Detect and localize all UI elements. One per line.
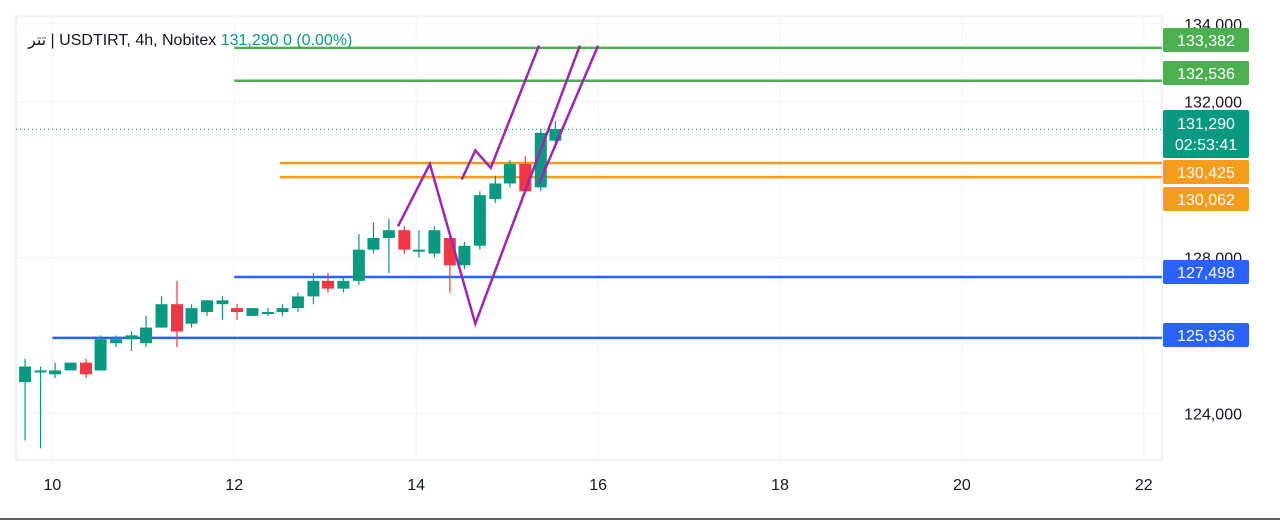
price-label-zone-top: 130,425 xyxy=(1177,165,1235,182)
price-label-box-resistance-1 xyxy=(1163,61,1249,85)
axes: 10 12 14 16 18 20 22124,000128,000132,000134,0… xyxy=(0,17,1280,520)
x-tick-label: 16 xyxy=(589,477,607,494)
legend-price: 131,290 xyxy=(220,32,279,49)
candle-body xyxy=(352,249,365,281)
candle-body xyxy=(246,308,259,316)
candle-body xyxy=(291,296,304,309)
pattern-line xyxy=(537,45,600,184)
price-label-resistance-2: 133,382 xyxy=(1177,33,1235,50)
y-tick-label: 132,000 xyxy=(1184,95,1242,112)
candle-body xyxy=(458,245,471,266)
price-labels: 133,382 132,536 130,425 130,062 127,498 125,9… xyxy=(1163,28,1249,347)
candle-body xyxy=(231,308,244,312)
x-tick-label: 14 xyxy=(407,477,425,494)
x-tick-label: 10 xyxy=(43,477,61,494)
candle-body xyxy=(185,308,198,324)
legend-change: 0 (0.00%) xyxy=(283,32,353,49)
pattern-line xyxy=(460,45,541,181)
price-label-support-1: 127,498 xyxy=(1177,265,1235,282)
x-tick-label: 18 xyxy=(771,477,789,494)
price-label-support-2: 125,936 xyxy=(1177,328,1235,345)
current-price-box xyxy=(1163,110,1249,158)
candle-body xyxy=(412,249,425,252)
price-label-box-zone-top xyxy=(1163,160,1249,184)
x-tick-label: 12 xyxy=(225,477,243,494)
current-price-label: 131,290 xyxy=(1177,116,1235,133)
candle-body xyxy=(276,308,289,312)
price-label-box-support-2 xyxy=(1163,323,1249,347)
candle-body xyxy=(428,230,441,254)
candle-body xyxy=(34,370,47,373)
price-label-box-zone-bottom xyxy=(1163,187,1249,211)
candle-body xyxy=(64,362,77,371)
pattern-lines[interactable] xyxy=(396,45,600,328)
candle-body xyxy=(503,164,516,184)
chart-legend: تتر | USDTIRT, 4h, Nobitex 131,290 0 (0.… xyxy=(28,30,352,50)
candle-body xyxy=(549,128,562,141)
price-label-zone-bottom: 130,062 xyxy=(1177,192,1235,209)
candle-body xyxy=(489,183,502,200)
plot-border xyxy=(15,15,1163,461)
candle-body xyxy=(110,339,123,344)
grid xyxy=(15,15,1163,461)
candle-body xyxy=(382,230,395,238)
x-tick-label: 22 xyxy=(1135,477,1153,494)
price-label-box-support-1 xyxy=(1163,260,1249,284)
candle-body xyxy=(321,280,334,289)
candle-body xyxy=(367,238,380,250)
candle-body xyxy=(94,339,107,371)
candle-body xyxy=(398,230,411,250)
y-tick-label: 124,000 xyxy=(1184,406,1242,423)
candle-body xyxy=(201,300,213,312)
countdown-label: 02:53:41 xyxy=(1175,137,1237,154)
candle-body xyxy=(155,304,168,328)
candles xyxy=(19,121,562,449)
candle-body xyxy=(140,327,153,344)
x-tick-label: 20 xyxy=(953,477,971,494)
candle-body xyxy=(19,366,32,383)
candle-body xyxy=(337,280,350,289)
candle-body xyxy=(261,312,274,314)
horizontal-levels[interactable] xyxy=(16,46,1162,340)
candle-body xyxy=(216,300,229,305)
candle-body xyxy=(125,335,138,340)
candle-body xyxy=(170,304,183,332)
candle-body xyxy=(49,370,62,375)
pattern-line xyxy=(396,45,582,328)
symbol-title: تتر | USDTIRT, 4h, Nobitex xyxy=(28,32,217,49)
candle-body xyxy=(80,362,93,375)
candle-body xyxy=(307,280,320,297)
candle-body xyxy=(473,195,486,246)
price-label-box-resistance-2 xyxy=(1163,28,1249,52)
price-label-resistance-1: 132,536 xyxy=(1177,66,1235,83)
